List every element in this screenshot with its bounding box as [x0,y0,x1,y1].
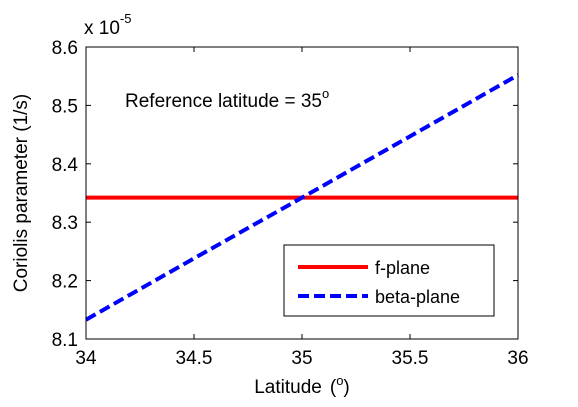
ticks-layer: 34 34.5 35 35.5 36 8.1 8.2 8.3 8.4 8.5 8.6 [52,38,529,369]
annotation-degree: o [322,86,329,101]
legend-box [283,244,495,317]
y-tick-label: 8.3 [52,213,78,234]
y-tick-label: 8.6 [52,38,78,59]
y-tick-label: 8.2 [52,272,78,293]
y-multiplier: x 10-5 [84,11,131,39]
reference-latitude-annotation: Reference latitude = 35o [125,86,329,112]
legend: f-plane beta-plane [283,244,495,317]
legend-label-f-plane: f-plane [375,258,430,278]
x-axis-label: Latitude [254,377,322,398]
x-axis-title: Latitude (o) [254,373,350,398]
x-tick-label: 35 [291,348,312,369]
x-tick-label: 35.5 [392,348,429,369]
x-tick-label: 36 [507,348,528,369]
y-multiplier-base: x 10 [84,18,120,39]
series-layer [85,73,519,322]
x-tick-label: 34 [75,348,97,369]
y-tick-label: 8.1 [52,330,78,351]
x-axis-unit-close: ) [343,377,349,398]
x-axis-unit: o [336,373,343,388]
legend-label-beta-plane: beta-plane [375,287,460,307]
x-tick-label: 34.5 [176,348,213,369]
y-tick-label: 8.5 [52,96,78,117]
y-multiplier-exponent: -5 [120,11,132,26]
annotation-text: Reference latitude = 35 [125,91,322,112]
y-tick-label: 8.4 [52,155,79,176]
x-axis-unit-open: ( [330,377,337,398]
y-axis-title: Coriolis parameter (1/s) [11,94,32,293]
series-line-beta-plane [85,73,519,322]
